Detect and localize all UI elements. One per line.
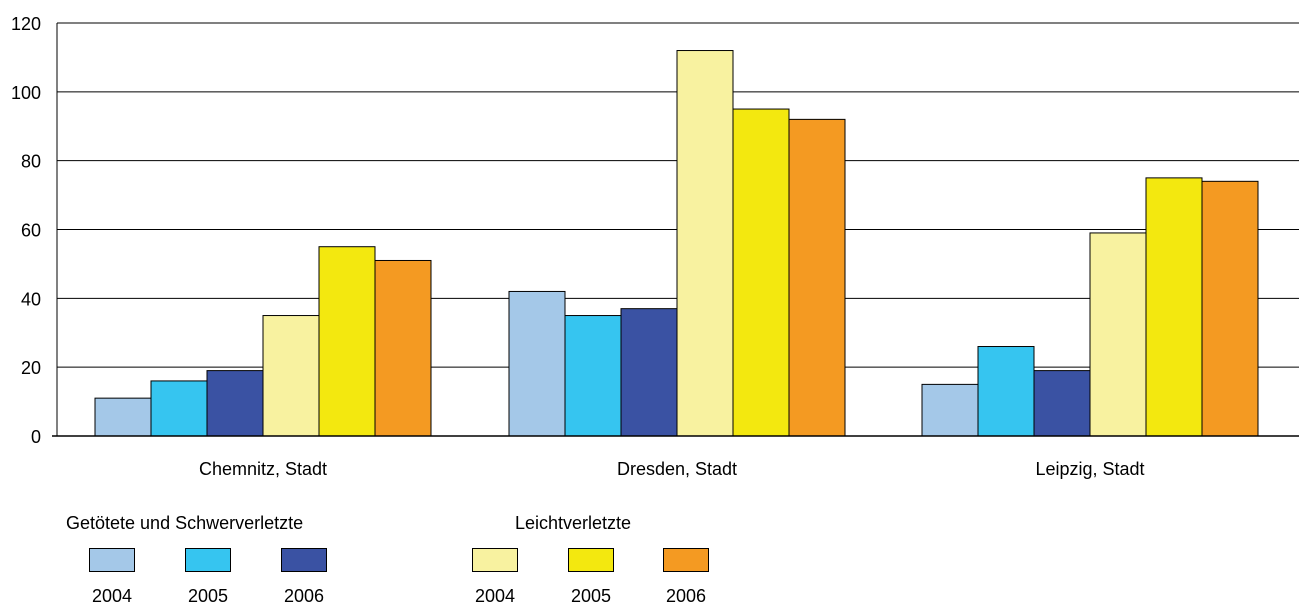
bar bbox=[150, 380, 208, 437]
x-tick-label: Chemnitz, Stadt bbox=[199, 459, 327, 479]
bar bbox=[206, 370, 264, 437]
legend-label: 2005 bbox=[187, 586, 229, 606]
legend-label: 2006 bbox=[283, 586, 325, 606]
x-axis-labels: Chemnitz, Stadt Dresden, Stadt Leipzig, St… bbox=[199, 459, 1145, 479]
bars bbox=[94, 50, 1259, 437]
legend-swatch bbox=[281, 548, 327, 572]
bar bbox=[788, 118, 846, 437]
legend-swatch bbox=[185, 548, 231, 572]
x-tick-label: Leipzig, Stadt bbox=[1035, 459, 1144, 479]
bar bbox=[620, 308, 678, 437]
legend-item-1-2006: 2006 bbox=[274, 548, 334, 607]
y-tick-label: 60 bbox=[21, 221, 41, 241]
bar bbox=[1201, 180, 1259, 437]
y-tick-label: 120 bbox=[11, 14, 41, 34]
legend-swatch bbox=[568, 548, 614, 572]
legend-swatch bbox=[663, 548, 709, 572]
y-tick-label: 80 bbox=[21, 152, 41, 172]
legend-item-2-2004: 2004 bbox=[465, 548, 525, 607]
bar bbox=[374, 259, 432, 437]
legend-item-2-2006: 2006 bbox=[656, 548, 716, 607]
legend-item-1-2005: 2005 bbox=[178, 548, 238, 607]
legend-item-2-2005: 2005 bbox=[561, 548, 621, 607]
bar bbox=[676, 50, 734, 437]
legend-label: 2006 bbox=[665, 586, 707, 606]
y-tick-label: 40 bbox=[21, 289, 41, 309]
bar bbox=[94, 397, 152, 437]
legend-item-1-2004: 2004 bbox=[82, 548, 142, 607]
legend-label: 2005 bbox=[570, 586, 612, 606]
bar bbox=[977, 346, 1035, 437]
bar bbox=[508, 290, 566, 437]
legend-swatch bbox=[89, 548, 135, 572]
legend-group-title-1: Getötete und Schwerverletzte bbox=[66, 513, 304, 533]
bar bbox=[564, 315, 622, 437]
axes bbox=[52, 23, 1299, 437]
bar bbox=[732, 108, 790, 437]
y-tick-label: 0 bbox=[31, 427, 41, 447]
bar bbox=[318, 246, 376, 437]
legend-swatch bbox=[472, 548, 518, 572]
x-tick-label: Dresden, Stadt bbox=[617, 459, 737, 479]
legend-group-title-2: Leichtverletzte bbox=[515, 513, 632, 533]
bar bbox=[1145, 177, 1203, 437]
legend-label: 2004 bbox=[474, 586, 516, 606]
bar bbox=[1033, 370, 1091, 437]
bar bbox=[262, 315, 320, 437]
bar bbox=[1089, 232, 1147, 437]
y-tick-label: 20 bbox=[21, 358, 41, 378]
bar bbox=[921, 383, 979, 437]
y-tick-label: 100 bbox=[11, 83, 41, 103]
y-axis-ticks: 0 20 40 60 80 100 120 bbox=[11, 14, 41, 447]
legend-label: 2004 bbox=[91, 586, 133, 606]
